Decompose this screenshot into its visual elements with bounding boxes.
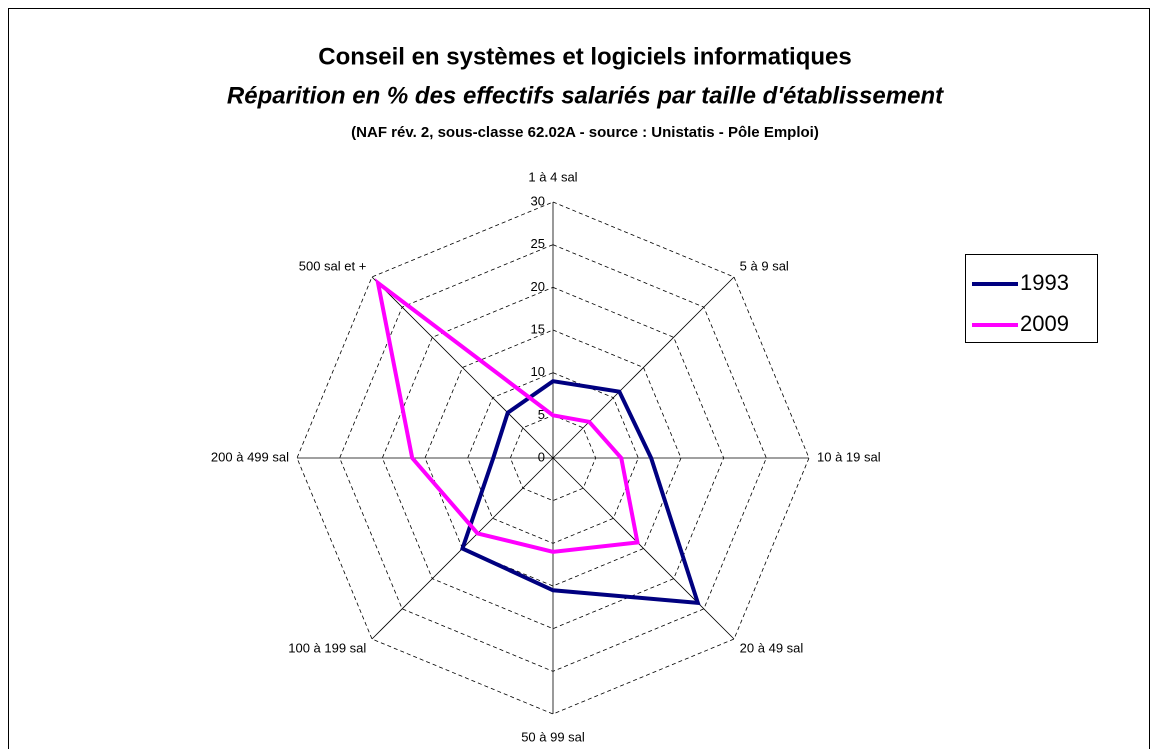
category-label: 10 à 19 sal (817, 449, 881, 464)
category-label: 200 à 499 sal (211, 449, 289, 464)
category-label: 50 à 99 sal (521, 729, 585, 744)
grid-line (381, 286, 725, 630)
tick-label: 30 (531, 193, 545, 208)
legend-label: 2009 (1020, 311, 1069, 336)
legend-label: 1993 (1020, 270, 1069, 295)
grid-line (424, 329, 682, 587)
tick-label: 15 (531, 321, 545, 336)
chart-frame (8, 8, 1150, 749)
chart-note: (NAF rév. 2, sous-classe 62.02A - source… (351, 124, 819, 141)
grid-line (296, 201, 810, 715)
category-label: 1 à 4 sal (528, 169, 577, 184)
tick-label: 25 (531, 236, 545, 251)
category-label: 20 à 49 sal (740, 640, 804, 655)
legend-box (965, 254, 1098, 343)
tick-label: 5 (538, 407, 545, 422)
chart-subtitle: Réparition en % des effectifs salariés p… (227, 82, 944, 109)
axis-spoke (371, 276, 554, 459)
axis-spoke (552, 276, 735, 459)
axis-spoke (552, 457, 735, 640)
series-line (460, 379, 701, 606)
series-line (375, 278, 640, 554)
tick-label: 0 (538, 449, 545, 464)
category-label: 100 à 199 sal (288, 640, 366, 655)
tick-label: 20 (531, 279, 545, 294)
chart-title: Conseil en systèmes et logiciels informa… (318, 43, 852, 70)
category-label: 500 sal et + (299, 259, 367, 274)
tick-label: 10 (531, 364, 545, 379)
grid-line (509, 414, 597, 502)
category-label: 5 à 9 sal (740, 259, 789, 274)
